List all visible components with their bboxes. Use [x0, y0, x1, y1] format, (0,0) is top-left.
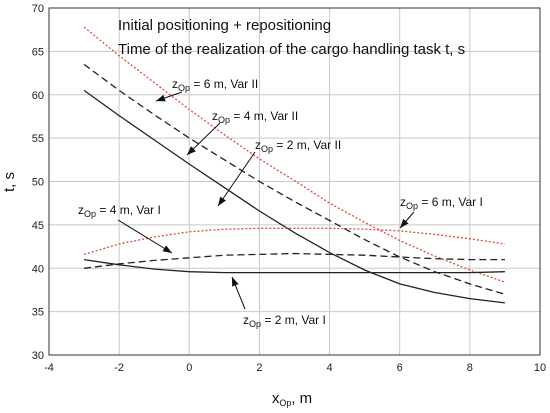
series-lines [83, 26, 506, 304]
annotation-arrow-head [187, 146, 196, 155]
annotation-label: zOp = 6 m, Var I [400, 195, 483, 211]
x-tick-label: -2 [114, 362, 124, 374]
x-tick-labels: -4 -2 0 2 4 6 8 10 [44, 362, 546, 374]
annotation-arrow-head [400, 218, 409, 228]
x-tick-label: 10 [534, 362, 546, 374]
y-tick-label: 65 [32, 46, 44, 58]
annotation-arrow-head [218, 196, 226, 206]
annotation-arrows [117, 91, 415, 310]
plot-frame [48, 7, 541, 356]
annotation-label: zOp = 4 m, Var II [212, 109, 298, 125]
x-axis-title: xOp, m [272, 390, 312, 408]
series-line-5 [84, 252, 505, 269]
y-tick-label: 40 [32, 263, 44, 275]
x-tick-label: 8 [467, 362, 473, 374]
series-line-6 [84, 258, 505, 274]
x-tick-label: -4 [44, 362, 54, 374]
annotation-label: zOp = 2 m, Var I [243, 313, 326, 329]
annotation-arrow-line [117, 219, 173, 254]
series-line-4 [83, 227, 505, 256]
y-tick-label: 30 [32, 350, 44, 362]
y-tick-label: 70 [32, 3, 44, 15]
x-tick-label: 0 [186, 362, 192, 374]
chart-subtitle: Time of the realization of the cargo han… [118, 41, 465, 58]
series-line-3 [83, 89, 505, 304]
grid [48, 7, 541, 356]
y-tick-label: 55 [32, 133, 44, 145]
y-tick-label: 60 [32, 90, 44, 102]
y-tick-label: 45 [32, 220, 44, 232]
series-line-1 [83, 26, 506, 283]
annotation-arrow-head [232, 277, 239, 287]
chart-title: Initial positioning + repositioning [118, 17, 331, 34]
y-tick-label: 35 [32, 307, 44, 319]
curve-annotations: zOp = 6 m, Var II zOp = 4 m, Var II zOp … [78, 77, 483, 329]
x-tick-label: 6 [397, 362, 403, 374]
y-axis-title: t, s [1, 172, 18, 192]
annotation-label: zOp = 6 m, Var II [172, 77, 258, 93]
x-tick-label: 4 [327, 362, 333, 374]
annotation-arrow-line [217, 151, 256, 207]
y-tick-label: 50 [32, 177, 44, 189]
y-tick-labels: 30 35 40 45 50 55 60 65 70 [32, 3, 44, 362]
annotation-arrow-head [162, 245, 172, 253]
annotation-label: zOp = 4 m, Var I [78, 203, 161, 219]
annotation-label: zOp = 2 m, Var II [255, 138, 341, 154]
annotation-arrow-head [156, 94, 166, 102]
series-line-2 [83, 63, 506, 295]
x-tick-label: 2 [256, 362, 262, 374]
